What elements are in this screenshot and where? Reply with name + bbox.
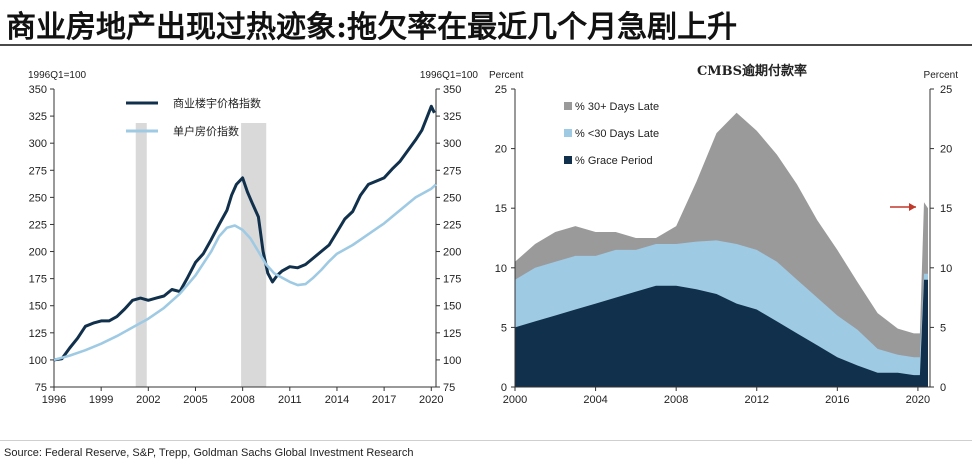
y-tick-label-left: 250: [29, 192, 47, 204]
commercial-vs-house-price-chart: 75 75 100 100 125 125 150 150 175 175 200 200 225 225…: [28, 70, 478, 406]
x-tick-label: 1999: [89, 394, 113, 406]
legend-label-2: % Grace Period: [575, 155, 653, 167]
y-tick-label-left: 225: [29, 219, 47, 231]
x-tick-label: 2014: [325, 394, 349, 406]
y-tick-label-left: 10: [495, 263, 507, 275]
legend-label-0: % 30+ Days Late: [575, 101, 659, 113]
y-unit-left: Percent: [489, 70, 524, 81]
y-tick-label-left: 275: [29, 165, 47, 177]
y-tick-label-right: 175: [443, 274, 461, 286]
y-tick-label-right: 225: [443, 219, 461, 231]
y-unit-right: Percent: [924, 70, 959, 81]
source-note: Source: Federal Reserve, S&P, Trepp, Gol…: [4, 447, 414, 459]
legend-label-0: 商业楼宇价格指数: [173, 96, 261, 110]
recession-bar-0: [135, 123, 147, 387]
y-tick-label-right: 20: [940, 144, 952, 156]
y-tick-label-right: 75: [443, 382, 455, 394]
x-tick-label: 2000: [503, 394, 527, 406]
headline-rule: [0, 44, 972, 46]
y-tick-label-right: 15: [940, 203, 952, 215]
headline: 商业房地产出现过热迹象:拖欠率在最近几个月急剧上升: [6, 10, 738, 45]
arrow-head: [909, 203, 916, 212]
x-tick-label: 2004: [583, 394, 607, 406]
x-tick-label: 1996: [42, 394, 66, 406]
y-tick-label-left: 300: [29, 138, 47, 150]
recession-bar-1: [241, 123, 267, 387]
y-tick-label-right: 25: [940, 84, 952, 96]
chart-title: CMBS逾期付款率: [697, 63, 807, 79]
legend-swatch-2: [564, 156, 572, 164]
y-tick-label-right: 100: [443, 355, 461, 367]
x-tick-label: 2016: [825, 394, 849, 406]
series-line-0: [53, 104, 436, 362]
x-tick-label: 2017: [372, 394, 396, 406]
y-tick-label-left: 125: [29, 328, 47, 340]
y-tick-label-right: 150: [443, 301, 461, 313]
y-tick-label-left: 0: [501, 382, 507, 394]
y-tick-label-left: 5: [501, 322, 507, 334]
x-tick-label: 2020: [419, 394, 443, 406]
y-tick-label-left: 100: [29, 355, 47, 367]
y-tick-label-left: 75: [35, 382, 47, 394]
y-tick-label-right: 0: [940, 382, 946, 394]
legend-swatch-0: [564, 102, 572, 110]
x-tick-label: 2012: [745, 394, 769, 406]
x-tick-label: 2005: [183, 394, 207, 406]
y-tick-label-right: 300: [443, 138, 461, 150]
y-tick-label-right: 125: [443, 328, 461, 340]
legend-label-1: % <30 Days Late: [575, 128, 659, 140]
y-tick-label-right: 325: [443, 111, 461, 123]
y-tick-label-left: 25: [495, 84, 507, 96]
y-tick-label-right: 350: [443, 84, 461, 96]
y-tick-label-left: 200: [29, 247, 47, 259]
y-tick-label-left: 175: [29, 274, 47, 286]
y-tick-label-left: 15: [495, 203, 507, 215]
y-tick-label-left: 20: [495, 144, 507, 156]
y-tick-label-left: 350: [29, 84, 47, 96]
legend-swatch-1: [564, 129, 572, 137]
y-tick-label-left: 325: [29, 111, 47, 123]
legend-label-1: 单户房价指数: [173, 124, 239, 138]
x-tick-label: 2002: [136, 394, 160, 406]
x-tick-label: 2008: [664, 394, 688, 406]
x-tick-label: 2020: [906, 394, 930, 406]
series-line-1: [53, 183, 437, 362]
x-tick-label: 2008: [230, 394, 254, 406]
y-unit-right: 1996Q1=100: [420, 70, 479, 81]
y-unit-left: 1996Q1=100: [28, 70, 87, 81]
y-tick-label-left: 150: [29, 301, 47, 313]
source-rule: [0, 440, 972, 441]
y-tick-label-right: 5: [940, 322, 946, 334]
area-series-0: [515, 279, 928, 387]
x-tick-label: 2011: [278, 394, 302, 406]
y-tick-label-right: 10: [940, 263, 952, 275]
y-tick-label-right: 275: [443, 165, 461, 177]
y-tick-label-right: 200: [443, 247, 461, 259]
y-tick-label-right: 250: [443, 192, 461, 204]
